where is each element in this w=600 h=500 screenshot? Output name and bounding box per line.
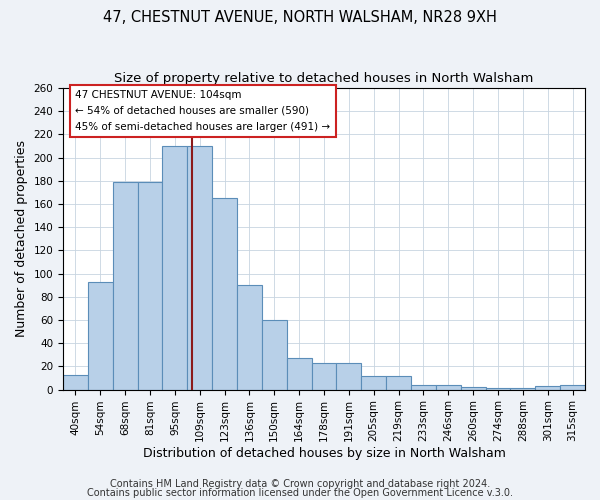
Bar <box>560 385 585 390</box>
Bar <box>386 376 411 390</box>
Bar <box>237 285 262 390</box>
Text: 47 CHESTNUT AVENUE: 104sqm
← 54% of detached houses are smaller (590)
45% of sem: 47 CHESTNUT AVENUE: 104sqm ← 54% of deta… <box>76 90 331 132</box>
Bar <box>535 386 560 390</box>
Bar <box>262 320 287 390</box>
Bar <box>411 385 436 390</box>
Text: Contains public sector information licensed under the Open Government Licence v.: Contains public sector information licen… <box>87 488 513 498</box>
Bar <box>212 198 237 390</box>
Bar <box>361 376 386 390</box>
X-axis label: Distribution of detached houses by size in North Walsham: Distribution of detached houses by size … <box>143 447 505 460</box>
Text: 47, CHESTNUT AVENUE, NORTH WALSHAM, NR28 9XH: 47, CHESTNUT AVENUE, NORTH WALSHAM, NR28… <box>103 10 497 25</box>
Bar <box>436 385 461 390</box>
Y-axis label: Number of detached properties: Number of detached properties <box>15 140 28 338</box>
Bar <box>137 182 163 390</box>
Bar <box>485 388 511 390</box>
Bar <box>113 182 137 390</box>
Bar <box>163 146 187 390</box>
Bar <box>311 363 337 390</box>
Bar <box>511 388 535 390</box>
Bar <box>88 282 113 390</box>
Bar <box>461 388 485 390</box>
Bar <box>187 146 212 390</box>
Title: Size of property relative to detached houses in North Walsham: Size of property relative to detached ho… <box>115 72 534 86</box>
Bar <box>287 358 311 390</box>
Bar <box>63 374 88 390</box>
Bar <box>337 363 361 390</box>
Text: Contains HM Land Registry data © Crown copyright and database right 2024.: Contains HM Land Registry data © Crown c… <box>110 479 490 489</box>
